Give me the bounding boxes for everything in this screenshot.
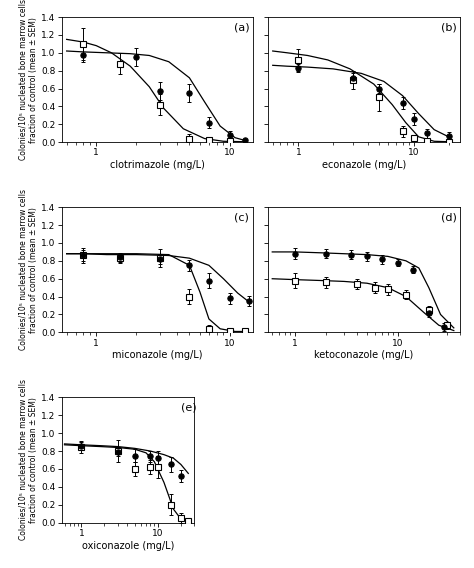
Y-axis label: Colonies/10⁵ nucleated bone marrow cells
fraction of control (mean ± SEM): Colonies/10⁵ nucleated bone marrow cells…	[18, 379, 38, 541]
Text: (a): (a)	[234, 22, 249, 32]
Text: (e): (e)	[181, 403, 197, 412]
Text: (d): (d)	[441, 212, 456, 222]
Text: (c): (c)	[234, 212, 249, 222]
X-axis label: miconazole (mg/L): miconazole (mg/L)	[112, 350, 202, 360]
X-axis label: oxiconazole (mg/L): oxiconazole (mg/L)	[82, 541, 174, 550]
X-axis label: econazole (mg/L): econazole (mg/L)	[322, 160, 406, 170]
Text: (b): (b)	[441, 22, 456, 32]
Y-axis label: Colonies/10⁵ nucleated bone marrow cells
fraction of control (mean ± SEM): Colonies/10⁵ nucleated bone marrow cells…	[18, 0, 38, 160]
X-axis label: clotrimazole (mg/L): clotrimazole (mg/L)	[110, 160, 205, 170]
Y-axis label: Colonies/10⁵ nucleated bone marrow cells
fraction of control (mean ± SEM): Colonies/10⁵ nucleated bone marrow cells…	[18, 189, 38, 350]
X-axis label: ketoconazole (mg/L): ketoconazole (mg/L)	[314, 350, 414, 360]
